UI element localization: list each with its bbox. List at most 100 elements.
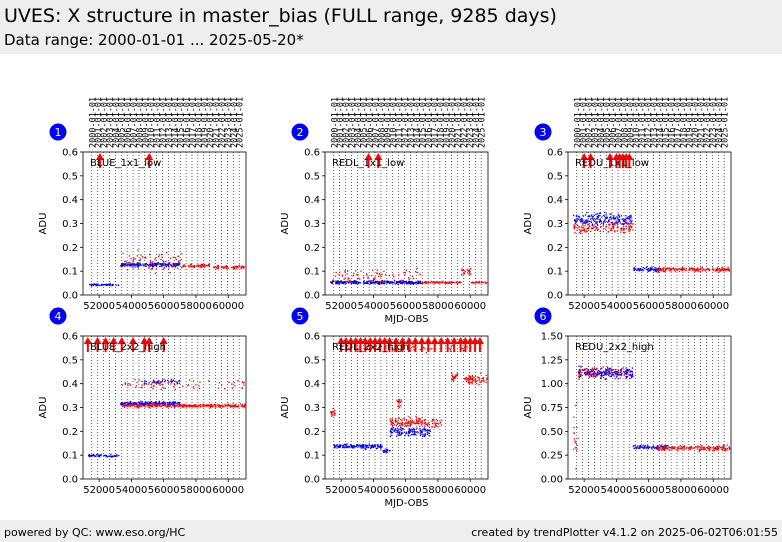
data-point [395, 420, 397, 422]
data-point [224, 403, 226, 406]
data-point [627, 223, 629, 225]
data-point [653, 446, 655, 448]
data-point [717, 449, 719, 451]
data-point [382, 450, 384, 452]
data-point [668, 267, 670, 270]
panel-badge-number: 1 [55, 126, 62, 139]
data-point [421, 281, 424, 283]
data-point [114, 455, 116, 457]
data-point [627, 368, 630, 371]
data-point [453, 380, 455, 382]
data-point [367, 446, 369, 449]
data-point [673, 268, 675, 270]
data-point [462, 269, 465, 271]
data-point [139, 260, 141, 262]
data-point [700, 267, 702, 269]
data-point [143, 384, 145, 386]
overflow-arrow-head [374, 153, 383, 160]
year-label: 2007-01-01 [372, 97, 382, 148]
data-point [142, 265, 145, 267]
panel-label: REDU_2x2_high [575, 342, 654, 353]
data-point [184, 405, 186, 407]
data-point [145, 402, 148, 404]
data-point [466, 379, 468, 381]
data-point [343, 283, 345, 285]
y-tick-label: 0.2 [304, 243, 320, 254]
data-point [384, 280, 386, 282]
data-point [716, 268, 719, 270]
year-label: 2011-01-01 [395, 97, 405, 148]
data-point [575, 450, 578, 452]
data-point [650, 267, 652, 269]
data-point [339, 271, 341, 273]
data-point [661, 269, 663, 272]
data-point [467, 378, 469, 381]
data-point [383, 451, 385, 454]
data-point [630, 375, 632, 377]
data-point [132, 259, 135, 261]
data-point [703, 446, 705, 448]
data-point [417, 282, 420, 284]
data-point [478, 377, 481, 379]
panel-badge [49, 123, 67, 141]
data-point [602, 214, 605, 217]
data-point [396, 280, 398, 283]
data-point [636, 447, 638, 449]
data-point [439, 282, 441, 284]
data-point [676, 447, 678, 449]
data-point [149, 253, 151, 256]
data-point [599, 215, 601, 217]
data-point [355, 282, 357, 285]
data-point [599, 370, 601, 373]
year-label: 2009-01-01 [626, 97, 636, 148]
data-point [185, 265, 187, 267]
data-point [625, 227, 627, 229]
data-point [707, 445, 710, 447]
overflow-arrow-head [83, 337, 92, 344]
data-point [199, 265, 201, 267]
data-point [603, 228, 605, 230]
data-point [201, 266, 203, 268]
data-point [680, 445, 682, 448]
data-point [90, 285, 93, 287]
data-point [160, 388, 162, 390]
data-point [453, 376, 456, 379]
y-tick-label: 0.6 [62, 148, 78, 159]
data-point [173, 401, 175, 403]
overflow-arrow-head [586, 153, 595, 160]
data-point [370, 280, 373, 282]
data-point [376, 269, 378, 271]
data-point [356, 444, 358, 446]
x-tick-label: 54000 [358, 485, 390, 496]
data-point [341, 445, 343, 447]
data-point [672, 447, 675, 449]
data-point [626, 218, 628, 220]
data-point [615, 368, 617, 371]
data-point [180, 266, 183, 268]
data-point [592, 218, 594, 220]
data-point [588, 373, 590, 376]
data-point [633, 268, 635, 270]
year-label: 2000-01-01 [573, 97, 583, 148]
data-point [725, 268, 727, 271]
data-point [673, 447, 676, 450]
data-point [417, 420, 419, 423]
data-point [413, 421, 415, 423]
data-point [618, 372, 620, 374]
data-point [178, 403, 180, 405]
data-point [403, 271, 405, 274]
data-point [373, 282, 376, 284]
data-point [620, 215, 622, 217]
data-point [184, 404, 186, 406]
data-point [165, 405, 167, 407]
data-point [681, 446, 684, 448]
data-point [159, 265, 161, 268]
data-point [203, 404, 205, 406]
data-point [436, 281, 438, 284]
data-point [485, 381, 487, 383]
data-point [201, 265, 203, 267]
data-point [632, 375, 634, 378]
data-point [410, 423, 412, 426]
data-point [110, 453, 112, 455]
data-point [218, 266, 220, 268]
